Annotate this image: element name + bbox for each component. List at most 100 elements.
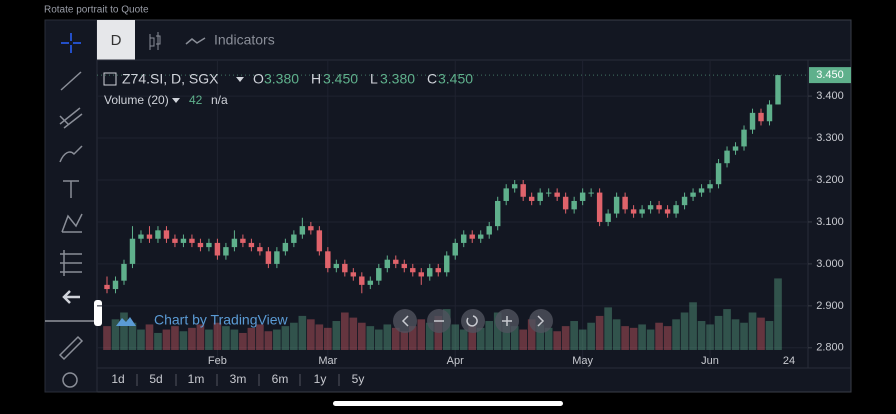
candle-body [206,242,212,248]
candle-body [452,242,458,256]
y-tick-label: 3.000 [816,258,844,270]
volume-bar [374,329,383,350]
candle-body [537,192,543,201]
candle-body [486,226,492,235]
candle-body [758,112,764,122]
volume-bar [154,332,162,350]
candle-body [741,129,747,147]
range-button[interactable]: 5y [352,372,365,386]
reset[interactable] [461,309,485,333]
volume-caret[interactable] [172,98,180,103]
volume-bar [137,329,145,350]
volume-value: 42 [189,93,203,107]
candle-body [503,188,509,201]
candle-body [223,247,229,256]
volume-bar [273,329,281,350]
high-value: 3.450 [323,71,358,87]
nav-buttons[interactable] [393,309,553,333]
volume-bar [239,332,247,350]
fork-icon[interactable] [59,107,83,129]
fib-icon[interactable] [60,250,82,276]
candle-body [274,251,280,264]
volume-bar [332,321,341,350]
volume-bar [740,322,748,350]
volume-bar [459,329,468,350]
ruler-icon[interactable] [58,335,84,361]
candle-body [197,242,204,248]
last-price-label: 3.450 [816,69,844,81]
candle-body [325,251,331,269]
scroll-left[interactable] [393,309,417,333]
candle-body [121,263,127,281]
y-tick-label: 2.900 [816,300,844,312]
range-button[interactable]: 6m [272,372,289,386]
status-text: Rotate portrait to Quote [44,5,149,16]
candle-body [469,234,475,239]
candle-body [707,184,713,189]
range-button[interactable]: 1m [188,372,205,386]
scroll-right[interactable] [529,309,553,333]
close-label: C [427,71,437,87]
tv-logo[interactable] [116,317,136,326]
pattern-icon[interactable] [61,213,83,233]
crosshair-icon[interactable] [61,33,81,53]
volume-name[interactable]: Volume (20) [104,93,169,107]
candle-body [673,205,679,214]
candle-body [257,247,263,252]
brush-icon[interactable] [59,145,83,163]
range-button[interactable]: 3m [230,372,247,386]
candle-body [146,234,153,239]
volume-bar [205,329,213,350]
candle-body [163,230,170,239]
volume-bar [391,327,400,350]
watermark[interactable]: Chart by TradingView [154,312,288,328]
close-value: 3.450 [438,71,473,87]
volume-bar [493,312,502,350]
volume-bar [485,321,494,350]
indicators-icon[interactable] [185,37,206,45]
volume-bar [213,322,222,350]
tool-icons[interactable] [45,33,97,388]
symbol-caret[interactable] [236,77,244,82]
left-toolbar [44,19,98,393]
candle-body [342,263,348,273]
volume-bar [120,312,128,350]
volume-bar [315,324,324,350]
volume-bar [349,317,358,350]
candle-body [596,192,603,222]
volume-bar [230,329,239,350]
candle-body [461,234,467,243]
zoom-icon[interactable] [62,372,78,388]
volume-bar [544,327,553,350]
interval-label[interactable]: D [111,32,122,49]
volume-bar [281,326,290,350]
back-icon[interactable] [62,290,80,304]
interval-button[interactable] [97,20,135,60]
candle-body [588,192,594,194]
candle-body [545,192,552,194]
volume-bar [672,319,680,350]
symbol[interactable]: Z74.SI, D, SGX [122,71,219,87]
collapse-handle[interactable] [94,300,102,326]
text-icon[interactable] [63,180,79,198]
chart-type-icon[interactable] [149,32,161,50]
volume-bar [111,319,120,350]
range-button[interactable]: 5d [149,372,162,386]
volume-bar [468,326,477,350]
legend-toggle[interactable] [103,72,117,86]
low-value: 3.380 [380,71,415,87]
candle-body [393,259,399,264]
volume-bar [578,329,587,350]
volume-bar [383,324,392,350]
y-tick-label: 2.800 [816,342,844,354]
volume-bar [417,319,426,350]
range-button[interactable]: 1d [111,372,124,386]
range-button[interactable]: 1y [314,372,327,386]
volume-bar [290,322,298,350]
volume-bar [264,331,273,350]
trend-icon[interactable] [60,71,82,91]
indicators-label[interactable]: Indicators [214,32,275,48]
volume-bar [341,312,349,350]
candle-body [622,196,628,210]
